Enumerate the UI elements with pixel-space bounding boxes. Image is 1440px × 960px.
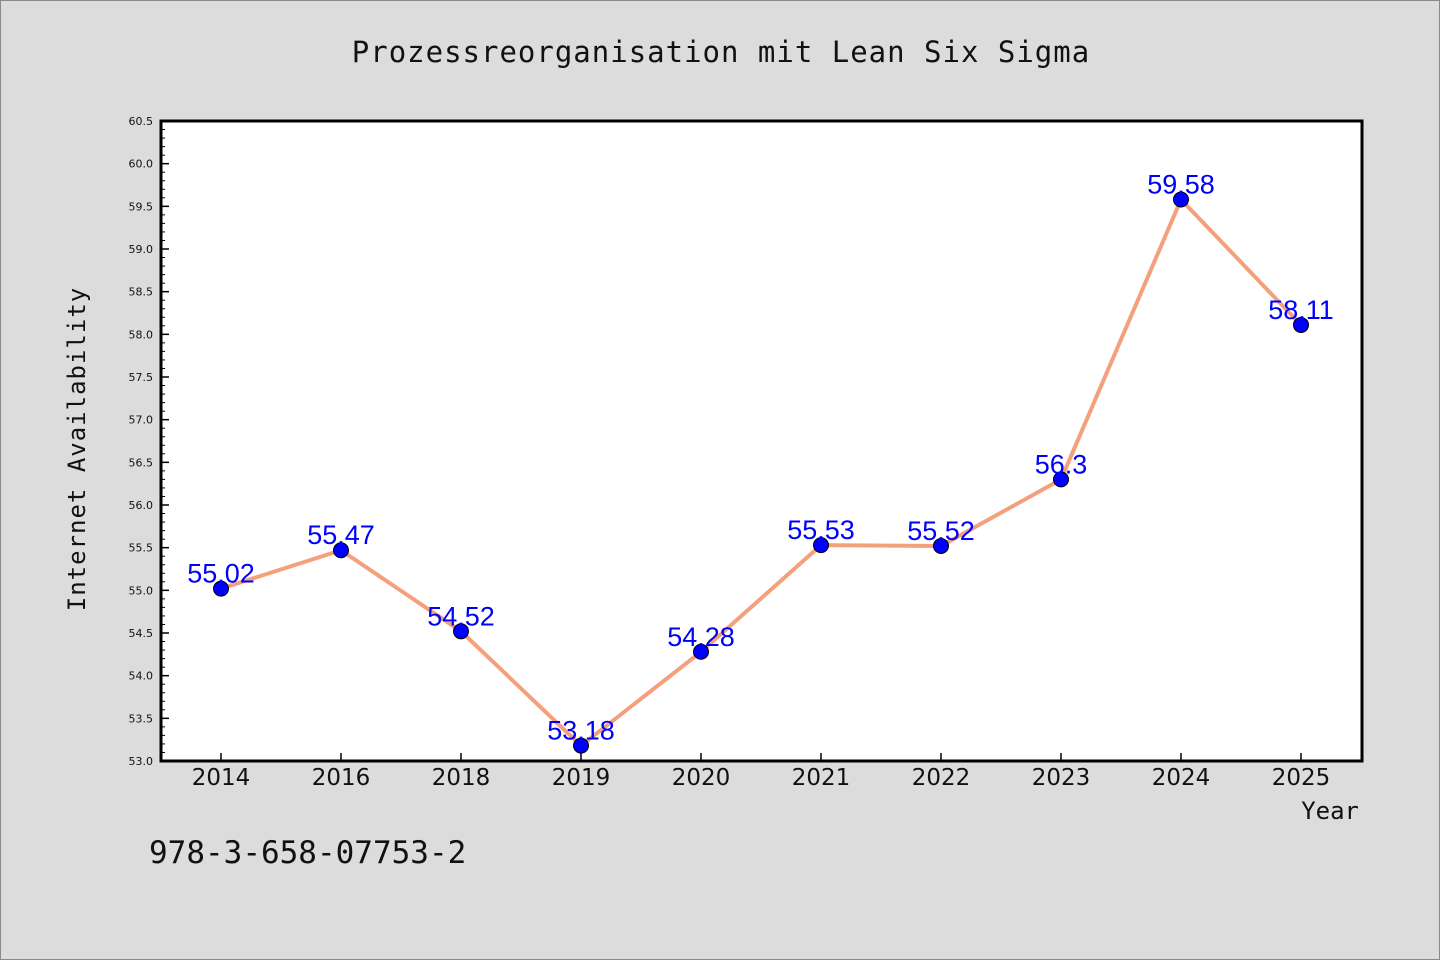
x-tick-label: 2016 <box>312 765 371 791</box>
data-label-2023: 56.3 <box>1035 449 1088 479</box>
chart-title: Prozessreorganisation mit Lean Six Sigma <box>351 35 1091 69</box>
x-tick-label: 2022 <box>912 765 971 791</box>
y-tick-label: 60.5 <box>129 115 154 128</box>
data-point-2014 <box>213 580 229 597</box>
y-tick-label: 55.0 <box>129 584 154 597</box>
y-tick-label: 54.0 <box>129 670 154 683</box>
y-tick-label: 59.5 <box>129 200 154 213</box>
series-line-group <box>219 197 1303 748</box>
data-point-2016 <box>333 542 349 559</box>
x-tick-label: 2024 <box>1152 765 1211 791</box>
data-label-2018: 54.52 <box>427 601 495 631</box>
data-point-2021 <box>813 537 829 554</box>
isbn-text: 978-3-658-07753-2 <box>149 835 467 871</box>
y-tick-label: 57.5 <box>129 371 154 384</box>
data-point-2022 <box>933 537 949 554</box>
x-tick-label: 2014 <box>192 765 251 791</box>
data-labels-group: 55.02 55.47 54.52 53.18 54.28 55.53 55.52 56.3 5… <box>187 170 1334 746</box>
x-tick-label: 2020 <box>672 765 731 791</box>
series-line <box>219 197 1303 748</box>
y-tick-label: 58.5 <box>129 286 154 299</box>
y-tick-label: 55.5 <box>129 542 154 555</box>
y-tick-label: 54.5 <box>129 627 154 640</box>
y-tick-label: 53.0 <box>129 755 154 768</box>
y-tick-label: 53.5 <box>129 712 154 725</box>
y-tick-label: 60.0 <box>129 158 154 171</box>
plot-area <box>159 119 1364 763</box>
data-label-2020: 54.28 <box>667 622 735 652</box>
data-label-2021: 55.53 <box>787 515 855 545</box>
x-axis-label: Year <box>1301 797 1359 825</box>
data-label-2016: 55.47 <box>307 520 375 550</box>
data-point-2020 <box>693 643 709 660</box>
data-point-2018 <box>453 623 469 640</box>
x-axis: 2014 2016 2018 2019 2020 2021 2022 2023 2024 2025 <box>192 753 1331 791</box>
y-tick-label: 56.0 <box>129 499 154 512</box>
y-axis: 53.0 53.5 54.0 54.5 55.0 55.5 56.0 56.5 57.0 57.5… <box>129 115 169 768</box>
data-point-2025 <box>1293 316 1309 333</box>
y-tick-label: 57.0 <box>129 414 154 427</box>
y-tick-label: 58.0 <box>129 328 154 341</box>
data-point-2023 <box>1053 471 1069 488</box>
y-tick-label: 59.0 <box>129 243 154 256</box>
y-tick-label: 56.5 <box>129 456 154 469</box>
data-point-2019 <box>573 737 589 754</box>
x-tick-label: 2019 <box>552 765 611 791</box>
data-label-2025: 58.11 <box>1268 295 1334 325</box>
x-tick-label: 2025 <box>1272 765 1331 791</box>
markers-group <box>213 191 1309 754</box>
x-tick-label: 2021 <box>792 765 851 791</box>
x-tick-label: 2023 <box>1032 765 1091 791</box>
data-label-2019: 53.18 <box>547 716 615 746</box>
data-label-2022: 55.52 <box>907 516 975 546</box>
data-point-2024 <box>1173 191 1189 208</box>
x-tick-label: 2018 <box>432 765 491 791</box>
data-label-2024: 59.58 <box>1147 170 1215 200</box>
data-label-2014: 55.02 <box>187 559 255 589</box>
